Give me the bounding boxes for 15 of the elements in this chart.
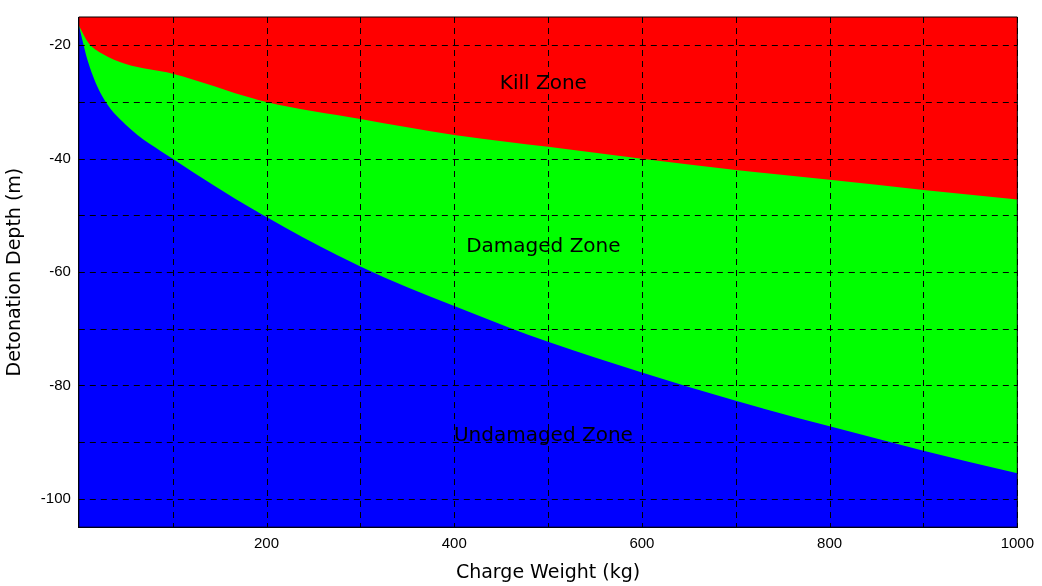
y-tick-label: -20 — [49, 35, 71, 53]
annotation: Damaged Zone — [466, 232, 621, 257]
y-tick-label: -100 — [40, 489, 71, 506]
x-tick-label: 1000 — [1000, 534, 1034, 552]
y-tick-label: -40 — [49, 148, 71, 166]
y-tick-label: -80 — [49, 375, 71, 393]
x-tick-label: 800 — [817, 534, 843, 552]
y-tick-label: -60 — [49, 262, 71, 280]
annotation: Kill Zone — [499, 69, 587, 94]
band-label: Undamaged Zone — [453, 421, 633, 446]
x-tick-label: 400 — [441, 534, 467, 552]
y-axis-title: Detonation Depth (m) — [2, 167, 25, 377]
x-tick-label: 600 — [629, 534, 655, 552]
x-tick-label: 200 — [254, 534, 280, 552]
x-axis-title: Charge Weight (kg) — [455, 559, 641, 582]
